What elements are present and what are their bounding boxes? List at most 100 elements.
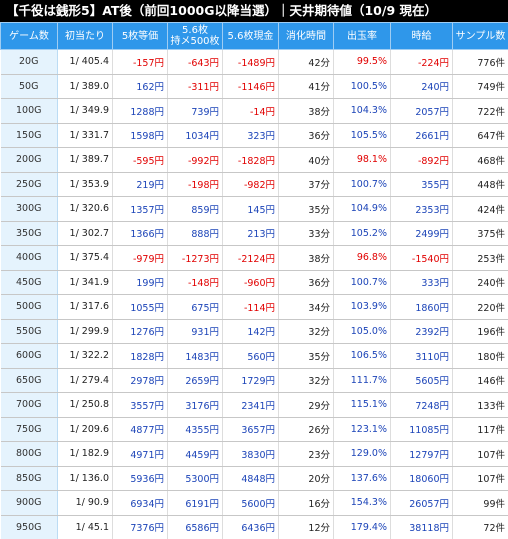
cell-sample-count: 117件 <box>453 417 508 442</box>
cell-first-hit: 1/ 182.9 <box>58 442 113 467</box>
cell-value-56-cash: 2341円 <box>223 393 279 418</box>
cell-payout-rate: 179.4% <box>334 515 391 539</box>
cell-hourly: 333円 <box>391 270 453 295</box>
column-header-play-time: 消化時間 <box>279 23 334 50</box>
cell-game-count: 500G <box>1 295 58 320</box>
cell-hourly: 2057円 <box>391 99 453 124</box>
cell-value-56-cash: 6436円 <box>223 515 279 539</box>
cell-payout-rate: 96.8% <box>334 246 391 271</box>
cell-payout-rate: 100.5% <box>334 74 391 99</box>
cell-sample-count: 133件 <box>453 393 508 418</box>
cell-game-count: 50G <box>1 74 58 99</box>
cell-play-time: 26分 <box>279 417 334 442</box>
cell-game-count: 700G <box>1 393 58 418</box>
cell-value-56-held: 888円 <box>168 221 223 246</box>
cell-play-time: 12分 <box>279 515 334 539</box>
cell-hourly: 2661円 <box>391 123 453 148</box>
cell-value-56-held: 1483円 <box>168 344 223 369</box>
cell-sample-count: 196件 <box>453 319 508 344</box>
cell-value-56-held: 6586円 <box>168 515 223 539</box>
cell-value-56-cash: 323円 <box>223 123 279 148</box>
cell-first-hit: 1/ 45.1 <box>58 515 113 539</box>
cell-game-count: 900G <box>1 491 58 516</box>
cell-value-5-equal: 1276円 <box>113 319 168 344</box>
cell-value-5-equal: 3557円 <box>113 393 168 418</box>
cell-value-56-cash: -960円 <box>223 270 279 295</box>
cell-sample-count: 647件 <box>453 123 508 148</box>
cell-hourly: 18060円 <box>391 466 453 491</box>
cell-game-count: 20G <box>1 50 58 75</box>
cell-first-hit: 1/ 317.6 <box>58 295 113 320</box>
cell-first-hit: 1/ 405.4 <box>58 50 113 75</box>
cell-first-hit: 1/ 320.6 <box>58 197 113 222</box>
cell-game-count: 250G <box>1 172 58 197</box>
cell-payout-rate: 105.0% <box>334 319 391 344</box>
cell-sample-count: 468件 <box>453 148 508 173</box>
cell-first-hit: 1/ 299.9 <box>58 319 113 344</box>
cell-play-time: 29分 <box>279 393 334 418</box>
cell-sample-count: 375件 <box>453 221 508 246</box>
cell-payout-rate: 111.7% <box>334 368 391 393</box>
cell-value-5-equal: 7376円 <box>113 515 168 539</box>
cell-play-time: 35分 <box>279 197 334 222</box>
cell-hourly: 5605円 <box>391 368 453 393</box>
cell-value-5-equal: 219円 <box>113 172 168 197</box>
cell-hourly: 2392円 <box>391 319 453 344</box>
cell-value-56-cash: 3657円 <box>223 417 279 442</box>
cell-hourly: 11085円 <box>391 417 453 442</box>
column-header-first-hit: 初当たり <box>58 23 113 50</box>
cell-hourly: 12797円 <box>391 442 453 467</box>
cell-sample-count: 99件 <box>453 491 508 516</box>
cell-value-56-cash: 4848円 <box>223 466 279 491</box>
cell-value-5-equal: 4877円 <box>113 417 168 442</box>
cell-first-hit: 1/ 136.0 <box>58 466 113 491</box>
cell-value-56-cash: 5600円 <box>223 491 279 516</box>
cell-value-56-cash: 213円 <box>223 221 279 246</box>
cell-value-56-held: -148円 <box>168 270 223 295</box>
cell-value-56-held: 4459円 <box>168 442 223 467</box>
cell-payout-rate: 106.5% <box>334 344 391 369</box>
cell-hourly: 2499円 <box>391 221 453 246</box>
cell-value-56-held: -1273円 <box>168 246 223 271</box>
cell-play-time: 36分 <box>279 270 334 295</box>
column-header-payout-rate: 出玉率 <box>334 23 391 50</box>
cell-value-5-equal: 5936円 <box>113 466 168 491</box>
cell-play-time: 32分 <box>279 368 334 393</box>
cell-game-count: 650G <box>1 368 58 393</box>
cell-first-hit: 1/ 389.0 <box>58 74 113 99</box>
cell-play-time: 33分 <box>279 221 334 246</box>
cell-value-5-equal: -157円 <box>113 50 168 75</box>
cell-value-56-cash: 142円 <box>223 319 279 344</box>
cell-hourly: 7248円 <box>391 393 453 418</box>
cell-value-5-equal: 6934円 <box>113 491 168 516</box>
cell-sample-count: 107件 <box>453 466 508 491</box>
cell-value-5-equal: 4971円 <box>113 442 168 467</box>
cell-game-count: 150G <box>1 123 58 148</box>
cell-game-count: 100G <box>1 99 58 124</box>
cell-game-count: 200G <box>1 148 58 173</box>
cell-sample-count: 240件 <box>453 270 508 295</box>
cell-play-time: 41分 <box>279 74 334 99</box>
cell-first-hit: 1/ 353.9 <box>58 172 113 197</box>
cell-value-5-equal: 162円 <box>113 74 168 99</box>
cell-first-hit: 1/ 375.4 <box>58 246 113 271</box>
cell-hourly: 38118円 <box>391 515 453 539</box>
cell-game-count: 300G <box>1 197 58 222</box>
cell-play-time: 32分 <box>279 319 334 344</box>
cell-payout-rate: 154.3% <box>334 491 391 516</box>
cell-hourly: 3110円 <box>391 344 453 369</box>
